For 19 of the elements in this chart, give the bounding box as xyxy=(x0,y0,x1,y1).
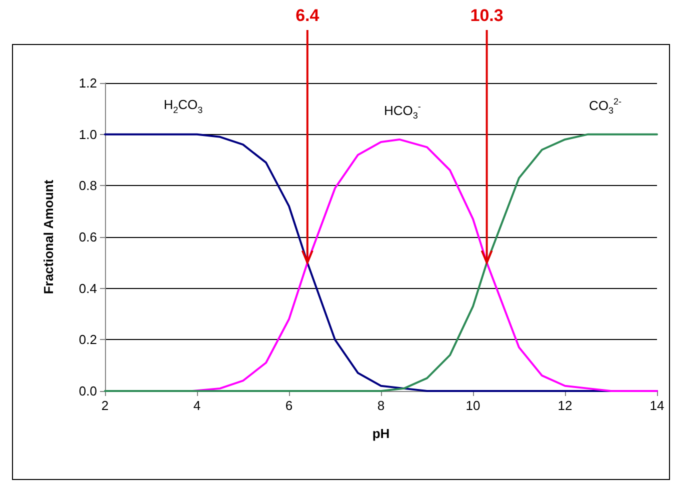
y-tick-label: 0.2 xyxy=(78,332,97,348)
x-tick-label: 14 xyxy=(650,398,664,413)
series-label: H$_{2}$CO$_{3}$ xyxy=(164,98,203,116)
annotation: 6.4 xyxy=(296,6,320,26)
y-tick-label: 0.8 xyxy=(78,178,97,194)
x-tick-label: 4 xyxy=(193,398,201,413)
x-tick-label: 10 xyxy=(466,398,480,413)
y-tick-label: 1.0 xyxy=(78,126,97,142)
y-tick-label: 0.4 xyxy=(78,280,97,296)
annotation: 10.3 xyxy=(470,6,504,26)
x-tick-label: 2 xyxy=(101,398,109,413)
y-tick-label: 0.0 xyxy=(78,384,97,398)
x-axis-title: pH xyxy=(372,426,390,441)
x-tick-label: 12 xyxy=(558,398,572,413)
y-axis-title: Fractional Amount xyxy=(41,179,56,294)
x-tick-label: 8 xyxy=(377,398,385,413)
y-tick-label: 0.6 xyxy=(78,230,97,244)
x-tick-label: 6 xyxy=(285,398,293,413)
y-tick-label: 1.2 xyxy=(78,76,97,90)
